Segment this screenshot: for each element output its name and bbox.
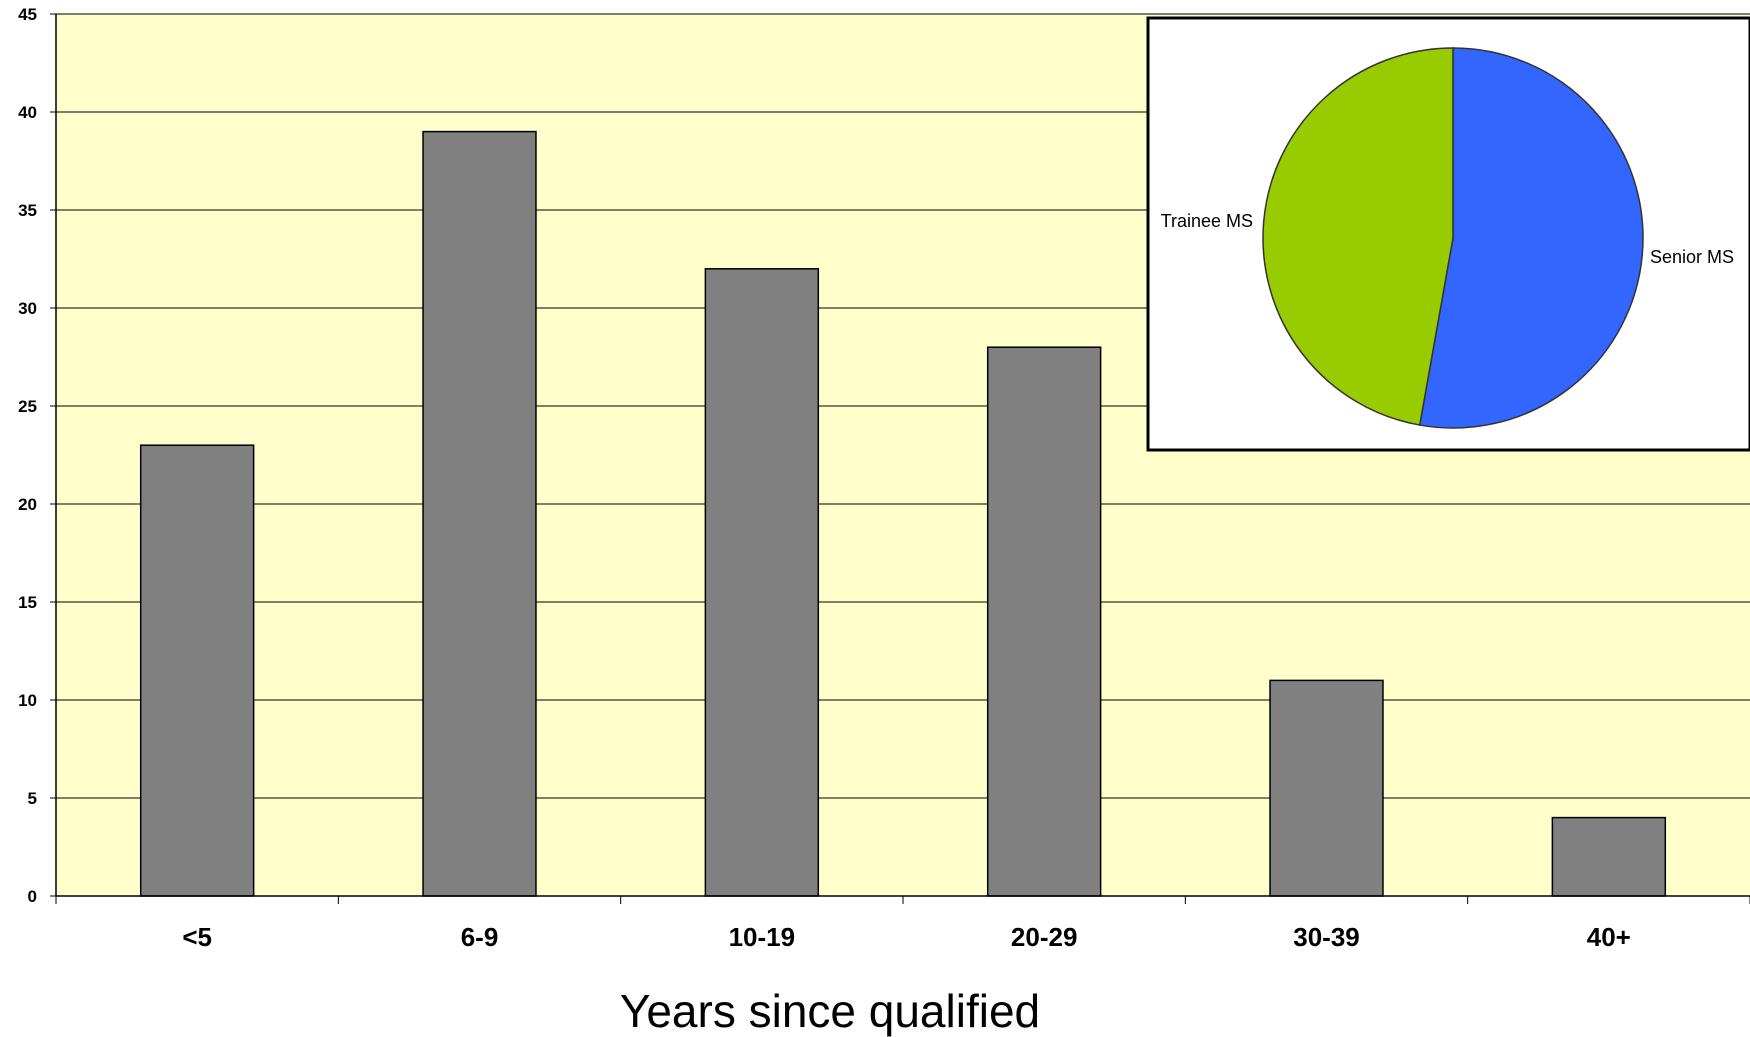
x-tick-label: <5	[182, 922, 212, 952]
pie-slice-trainee-ms	[1262, 47, 1454, 426]
x-axis-title: Years since qualified	[620, 985, 1040, 1037]
x-tick-label: 30-39	[1293, 922, 1360, 952]
y-tick-label: 30	[18, 299, 37, 318]
y-tick-label: 25	[18, 397, 37, 416]
bar-40+	[1551, 816, 1667, 897]
y-tick-label: 20	[18, 495, 37, 514]
y-tick-label: 40	[18, 103, 37, 122]
x-tick-label: 10-19	[729, 922, 796, 952]
y-axis-tick-labels: 0 5 10 15 20 25 30 35 40 45	[18, 5, 37, 906]
axes	[55, 14, 1750, 904]
pie-labels: Senior MS Trainee MS	[1161, 211, 1734, 267]
y-tick-label: 15	[18, 593, 37, 612]
pie-label: Senior MS	[1650, 247, 1734, 267]
x-tick-label: 40+	[1587, 922, 1631, 952]
y-tick-label: 45	[18, 5, 37, 24]
x-tick-label: 6-9	[461, 922, 499, 952]
bar-20-29	[986, 346, 1102, 897]
x-axis-tick-labels: <5 6-9 10-19 20-29 30-39 40+	[182, 922, 1631, 952]
bar-10-19	[704, 268, 820, 897]
pie-slice-senior-ms	[1418, 47, 1644, 429]
x-tick-label: 20-29	[1011, 922, 1078, 952]
bar-30-39	[1269, 679, 1384, 897]
y-tick-label: 0	[28, 887, 37, 906]
bar-<5	[139, 444, 255, 897]
y-tick-label: 10	[18, 691, 37, 710]
pie-slices	[1262, 47, 1644, 429]
bars	[139, 130, 1667, 897]
bar-6-9	[422, 130, 537, 897]
y-tick-label: 5	[28, 789, 37, 808]
y-tick-label: 35	[18, 201, 37, 220]
pie-label: Trainee MS	[1161, 211, 1253, 231]
inset-pie-chart: Senior MS Trainee MS	[1146, 16, 1750, 452]
